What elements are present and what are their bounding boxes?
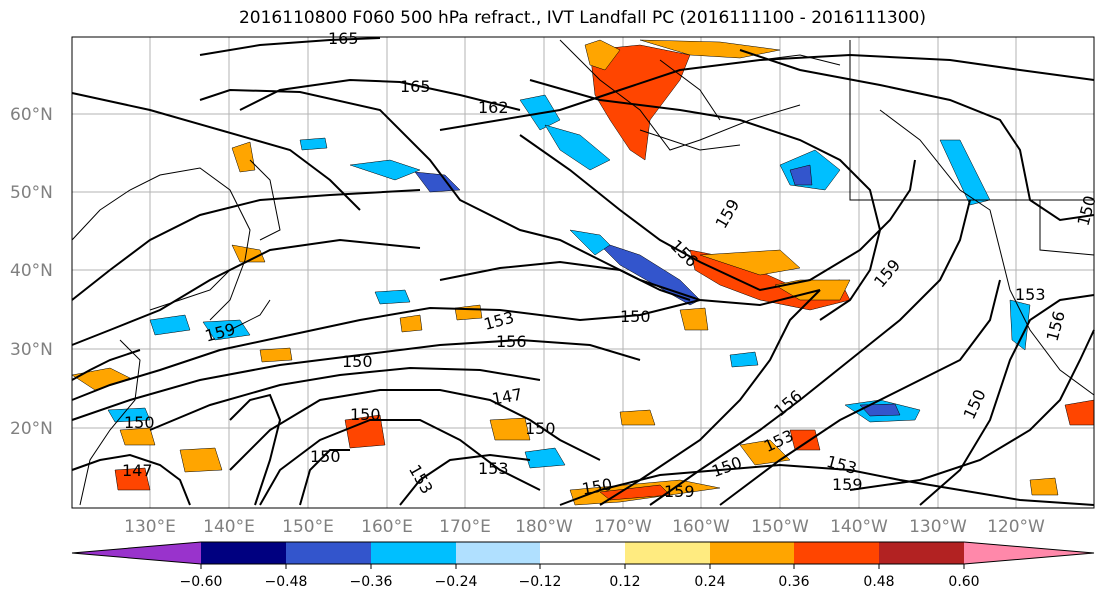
lon-label: 160°W	[672, 517, 730, 537]
colorbar: −0.60 −0.48 −0.36 −0.24 −0.12 0.12 0.24 …	[71, 541, 1095, 590]
contour-label: 150	[350, 405, 381, 424]
contour-label: 150	[124, 413, 155, 432]
map-border	[71, 36, 1095, 509]
colorbar-tick-label: 0.36	[778, 574, 809, 590]
colorbar-segment	[286, 542, 371, 564]
lon-label: 130°E	[124, 517, 176, 537]
contour-label: 150	[310, 447, 341, 466]
latitude-labels: 60°N 50°N 40°N 30°N 20°N	[10, 105, 53, 439]
lat-label: 40°N	[10, 261, 53, 281]
contour-label: 156	[496, 332, 527, 351]
colorbar-segment	[540, 542, 625, 564]
colorbar-segment	[710, 542, 794, 564]
contour-label: 159	[664, 482, 695, 501]
contour-label: 150	[342, 352, 373, 371]
colorbar-tick-label: 0.12	[609, 574, 640, 590]
lon-label: 150°W	[751, 517, 809, 537]
colorbar-tick-label: −0.60	[180, 574, 223, 590]
colorbar-segment	[72, 542, 201, 564]
colorbar-segment	[794, 542, 879, 564]
colorbar-tick-label: 0.24	[694, 574, 725, 590]
contour-label: 150	[620, 307, 651, 326]
colorbar-tick-label: −0.48	[265, 574, 308, 590]
contour-lines	[71, 37, 1095, 506]
contour-label: 153	[478, 459, 509, 478]
contour-label: 147	[122, 461, 153, 480]
lon-label: 140°W	[830, 517, 888, 537]
map-area	[72, 37, 1094, 508]
coastlines	[71, 39, 1095, 506]
colorbar-segment	[456, 542, 540, 564]
lon-label: 140°E	[203, 517, 255, 537]
map-title: 2016110800 F060 500 hPa refract., IVT La…	[238, 8, 926, 28]
colorbar-tick-label: 0.60	[948, 574, 979, 590]
colorbar-segment	[201, 542, 286, 564]
colorbar-tick-label: 0.48	[863, 574, 894, 590]
lon-label: 150°E	[282, 517, 334, 537]
lat-label: 60°N	[10, 105, 53, 125]
gridlines	[72, 37, 1094, 508]
colorbar-segment	[964, 542, 1094, 564]
lon-label: 170°W	[594, 517, 652, 537]
contour-label: 165	[400, 77, 431, 96]
lon-label: 160°E	[361, 517, 413, 537]
colorbar-segment	[879, 542, 964, 564]
contour-label: 150	[525, 419, 556, 438]
longitude-labels: 130°E 140°E 150°E 160°E 170°E 180°W 170°…	[124, 517, 1045, 537]
lon-label: 170°E	[439, 517, 491, 537]
contour-label: 165	[328, 29, 359, 48]
lat-label: 50°N	[10, 183, 53, 203]
lon-label: 180°W	[515, 517, 573, 537]
colorbar-tick-label: −0.36	[350, 574, 393, 590]
contour-label: 162	[478, 98, 509, 117]
colorbar-segment	[371, 542, 456, 564]
lon-label: 120°W	[987, 517, 1045, 537]
colorbar-tick-label: −0.24	[435, 574, 478, 590]
filled-anomaly-patches	[71, 39, 1095, 506]
lat-label: 20°N	[10, 419, 53, 439]
lon-label: 130°W	[909, 517, 967, 537]
contour-label: 153	[1015, 285, 1046, 304]
lat-label: 30°N	[10, 340, 53, 360]
contour-label: 159	[832, 475, 863, 494]
colorbar-tick-label: −0.12	[519, 574, 562, 590]
colorbar-segment	[625, 542, 710, 564]
